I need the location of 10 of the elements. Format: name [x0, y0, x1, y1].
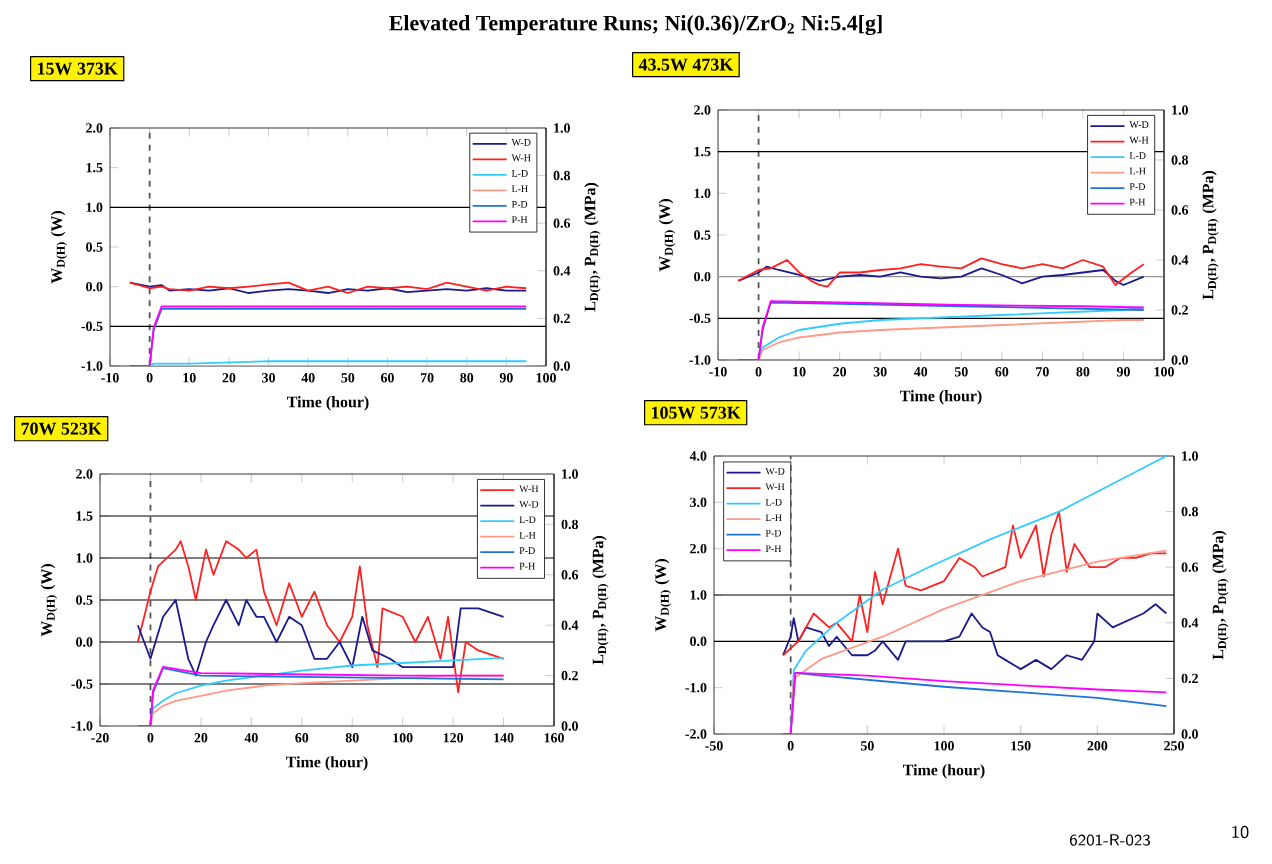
- line-series: [136, 540, 505, 694]
- line-series: [737, 257, 1145, 288]
- text: 10: [1232, 825, 1249, 839]
- line-series: [782, 671, 1168, 734]
- chart-title: 70W 523K: [21, 422, 102, 435]
- line-series: [782, 510, 1168, 657]
- chart-title: 105W 573K: [652, 406, 741, 419]
- chart-title: 15W 373K: [38, 62, 118, 75]
- chart-title: 43.5W 473K: [638, 58, 734, 71]
- text: Elevated Temperature Runs; Ni(0.36)/ZrO$_{2}$ Ni:5.4[g]: [389, 15, 882, 36]
